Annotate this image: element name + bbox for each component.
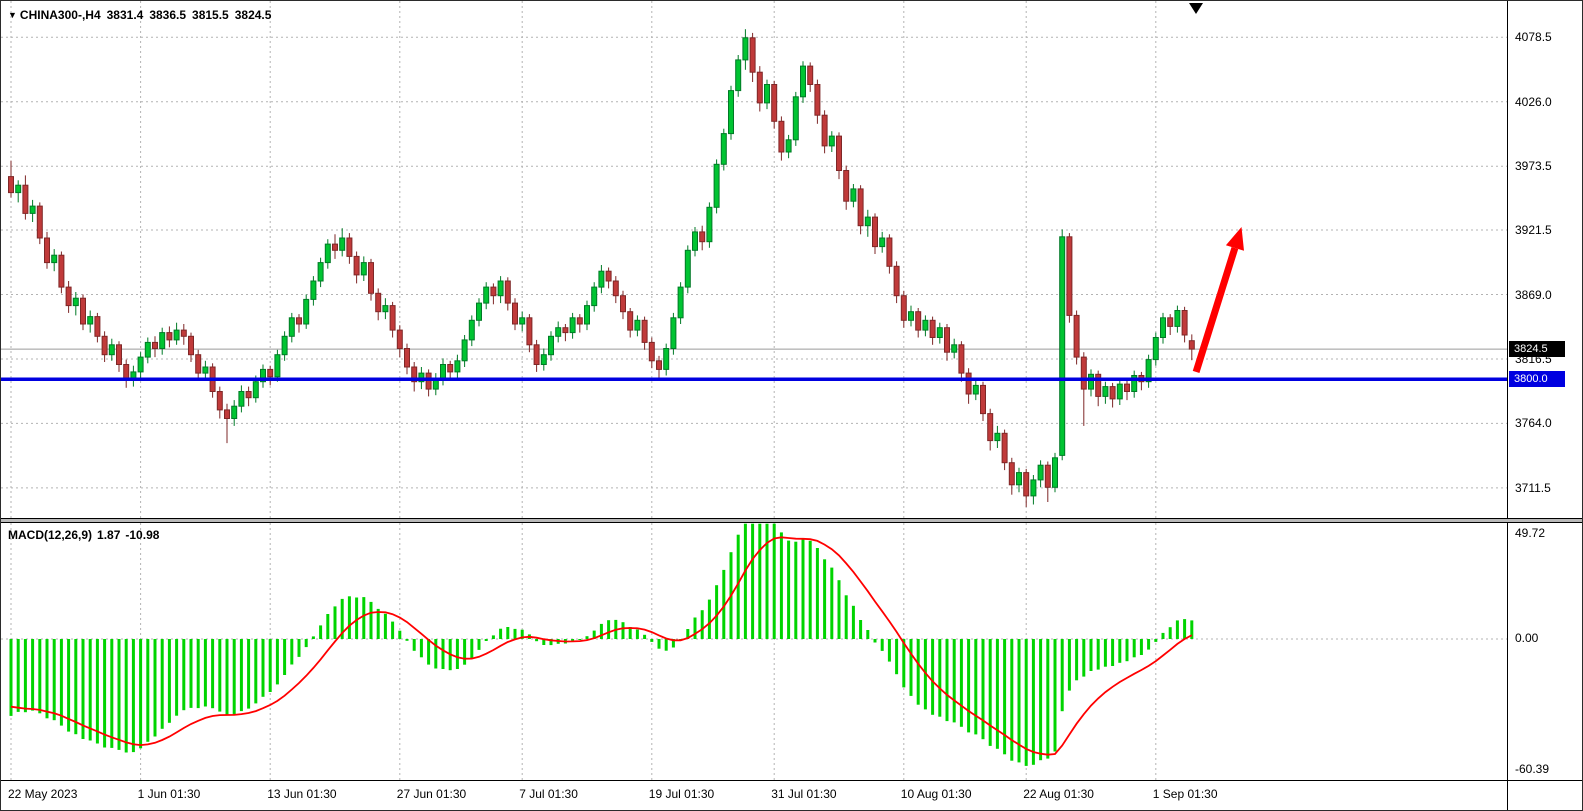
time-axis-label: 10 Aug 01:30 — [900, 787, 972, 801]
grid-horizontal — [1, 36, 1507, 489]
ohlc-high: 3836.5 — [149, 8, 187, 22]
time-axis-label: 13 Jun 01:30 — [267, 787, 337, 801]
price-axis-label: 3921.5 — [1515, 223, 1552, 237]
price-axis-label: 3869.0 — [1515, 287, 1552, 302]
macd-chart-canvas[interactable] — [1, 523, 1507, 780]
price-axis-label: 3764.0 — [1515, 416, 1552, 431]
price-axis-label: 4078.5 — [1515, 30, 1552, 45]
macd-value-signal: -10.98 — [125, 528, 160, 542]
ohlc-low: 3815.5 — [192, 8, 229, 22]
ohlc-close: 3824.5 — [234, 8, 272, 22]
price-chart-canvas[interactable] — [1, 1, 1507, 518]
macd-indicator-label: MACD(12,26,9) 1.87 -10.98 — [8, 528, 159, 542]
macd-name: MACD(12,26,9) — [8, 528, 93, 542]
macd-axis-zero-label: 0.00 — [1515, 631, 1539, 645]
time-axis-label: 7 Jul 01:30 — [519, 787, 578, 801]
macd-axis-min-label: -60.39 — [1515, 762, 1550, 776]
time-axis-label: 27 Jun 01:30 — [396, 787, 467, 801]
price-axis-label: 3711.5 — [1515, 480, 1551, 495]
time-axis-label: 19 Jul 01:30 — [648, 787, 715, 801]
time-axis-label: 1 Jun 01:30 — [137, 787, 201, 801]
candlesticks[interactable] — [8, 29, 1195, 507]
grid-vertical — [10, 1, 1157, 518]
time-axis-label: 31 Jul 01:30 — [771, 787, 837, 801]
macd-histogram — [9, 523, 1194, 766]
chart-collapse-icon[interactable]: ▼ — [8, 10, 17, 20]
macd-signal-line — [10, 536, 1193, 756]
current-price-badge: 3824.5 — [1509, 341, 1565, 358]
macd-axis-max-label: 49.72 — [1515, 526, 1546, 540]
time-axis-label: 22 May 2023 — [8, 787, 78, 801]
trend-arrow[interactable] — [1192, 227, 1244, 373]
chart-symbol-header: ▼ CHINA300-,H4 3831.4 3836.5 3815.5 3824.5 — [8, 8, 271, 22]
time-axis-label: 1 Sep 01:30 — [1152, 787, 1218, 801]
time-axis[interactable]: 22 May 2023 1 Jun 01:30 13 Jun 01:30 27 Jun… — [1, 781, 1507, 810]
price-axis[interactable]: 3824.5 3800.0 49.72 0.00 -60.39 4078.5 40… — [1507, 1, 1582, 810]
macd-value-main: 1.87 — [97, 528, 121, 542]
time-axis-label: 22 Aug 01:30 — [1023, 787, 1094, 801]
time-axis-divider — [1, 780, 1582, 781]
price-axis-label: 4026.0 — [1515, 94, 1552, 109]
price-axis-label: 3973.5 — [1515, 159, 1552, 174]
symbol-label: CHINA300-,H4 — [19, 8, 101, 22]
hline-price-badge: 3800.0 — [1509, 371, 1565, 388]
ohlc-open: 3831.4 — [106, 8, 144, 22]
chart-shift-marker-icon[interactable] — [1189, 3, 1203, 14]
panel-separator[interactable] — [1, 518, 1582, 523]
macd-grid — [1, 523, 1507, 780]
